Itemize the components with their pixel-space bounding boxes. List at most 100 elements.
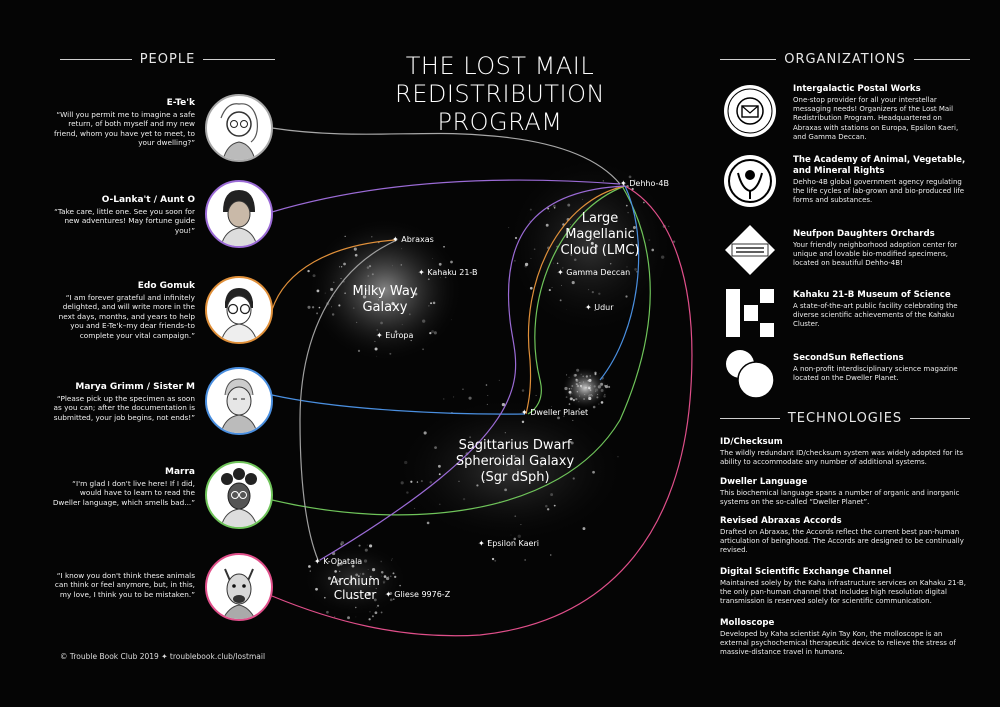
star-dot (410, 480, 413, 483)
star-dot (591, 291, 594, 294)
organizations-header-label: ORGANIZATIONS (784, 52, 906, 67)
star-dot (366, 266, 370, 269)
star-dot (573, 373, 577, 377)
star-dot (545, 504, 548, 508)
star-dot (487, 395, 489, 396)
star-dot (574, 373, 577, 377)
star-dot (351, 564, 355, 568)
secondsun-icon (726, 350, 775, 399)
star-dot (469, 436, 472, 439)
star-dot (338, 266, 340, 268)
star-dot (625, 295, 628, 298)
star-dot (651, 248, 655, 252)
star-dot (307, 269, 310, 273)
star-dot (392, 301, 393, 302)
star-dot (583, 381, 584, 383)
star-dot (629, 251, 632, 254)
place-gamma-label: Gamma Deccan (566, 268, 631, 277)
star-dot (422, 348, 425, 351)
star-dot (617, 456, 619, 458)
star-dot (388, 576, 390, 577)
person-name: O-Lanka't / Aunt O (101, 195, 195, 205)
star-dot (561, 285, 562, 286)
star-dot (343, 280, 345, 283)
star-dot (440, 277, 441, 279)
star-dot (504, 488, 507, 492)
star-dot (380, 575, 382, 577)
dweller-glow (563, 368, 607, 408)
star-dot (334, 616, 336, 618)
lmc-line3: Cloud (LMC) (560, 243, 640, 258)
star-dot (376, 355, 378, 357)
organizations-header: ORGANIZATIONS (720, 52, 971, 67)
star-dot (585, 386, 588, 389)
star-dot (389, 352, 392, 355)
region-sgr: Sagittarius Dwarf Spheroidal Galaxy (Sgr… (440, 438, 590, 486)
star-dot (355, 573, 359, 577)
star-dot (587, 394, 591, 398)
star-dot (635, 270, 638, 273)
region-lmc: Large Magellanic Cloud (LMC) (555, 211, 645, 259)
star-dot (479, 445, 480, 447)
star-dot (330, 287, 334, 291)
portrait-edo (205, 276, 273, 344)
star-dot (524, 264, 528, 268)
archium-line2: Cluster (333, 588, 377, 602)
star-dot (331, 306, 333, 308)
star-dot (339, 562, 343, 566)
star-dot (610, 263, 612, 265)
person-name: E-Te'k (166, 98, 195, 108)
star-dot (595, 244, 598, 248)
star-dot (593, 385, 596, 388)
star-dot (576, 384, 580, 388)
star-dot (599, 382, 603, 387)
star-dot (569, 397, 573, 401)
star-dot (545, 223, 549, 227)
star-dot (400, 481, 404, 485)
star-dot (547, 207, 550, 210)
star-dot (580, 373, 582, 376)
star-dot (592, 238, 595, 240)
sgr-line3: (Sgr dSph) (480, 470, 550, 485)
star-dot (369, 611, 371, 613)
star-dot (594, 371, 597, 374)
star-dot (589, 394, 591, 396)
tech-name: Molloscope (720, 618, 775, 628)
star-dot (508, 227, 510, 229)
star-dot (422, 319, 426, 323)
star-dot (354, 253, 358, 257)
postal-works-icon (724, 85, 776, 137)
star-dot (366, 544, 368, 546)
star-dot (602, 180, 604, 182)
star-dot (530, 258, 532, 260)
sgr-line1: Sagittarius Dwarf (458, 438, 572, 453)
star-dot (571, 393, 573, 395)
star-dot (500, 479, 503, 481)
star-dot (494, 559, 497, 562)
page-title: THE LOST MAIL REDISTRIBUTION PROGRAM (330, 52, 670, 136)
star-dot (514, 515, 517, 518)
star-dot (338, 304, 341, 307)
place-dehho: ✦ Dehho-4B (620, 179, 669, 188)
star-dot (556, 262, 559, 265)
star-dot (437, 464, 441, 468)
star-dot (627, 211, 629, 214)
star-dot (550, 493, 554, 497)
star-dot (371, 568, 376, 572)
star-dot (414, 292, 418, 296)
star-dot (648, 239, 651, 241)
star-dot (443, 398, 445, 400)
star-dot (572, 419, 574, 421)
star-dot (569, 394, 572, 396)
star-dot (598, 372, 600, 374)
star-dot (575, 383, 578, 386)
star-dot (549, 210, 550, 212)
star-dot (585, 375, 589, 378)
star-dot (563, 415, 565, 418)
star-dot (316, 312, 319, 315)
route-dehho-kobatala (319, 185, 626, 561)
star-dot (374, 347, 378, 351)
star-dot (357, 349, 361, 353)
star-dot (596, 396, 599, 399)
star-dot (592, 405, 596, 409)
